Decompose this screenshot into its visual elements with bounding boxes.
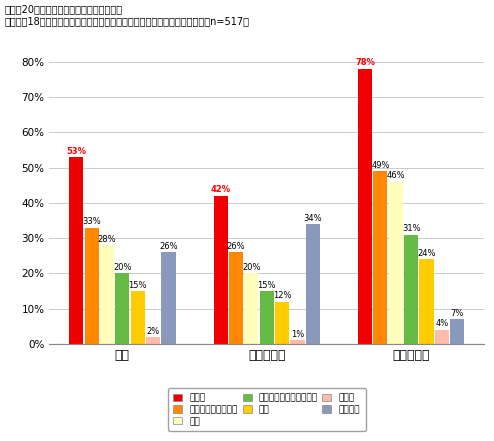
Bar xyxy=(373,171,387,344)
Bar xyxy=(69,157,83,344)
Text: 46%: 46% xyxy=(386,171,405,180)
Bar xyxy=(389,182,403,344)
Bar xyxy=(131,291,145,344)
Text: 20%: 20% xyxy=(242,263,261,272)
Bar xyxy=(450,319,464,344)
Text: 33%: 33% xyxy=(82,217,101,226)
Text: 20%: 20% xyxy=(113,263,131,272)
Bar xyxy=(115,273,129,344)
Text: 15%: 15% xyxy=(128,280,147,290)
Legend: 選挙権, 親の同意なしの結婚, 飲酒, 競馬など公営ギャンブル, 喫煙, その他, 特にない: 選挙権, 親の同意なしの結婚, 飲酒, 競馬など公営ギャンブル, 喫煙, その他… xyxy=(168,388,366,431)
Text: 2%: 2% xyxy=(147,326,160,336)
Bar xyxy=(229,252,243,344)
Text: 4%: 4% xyxy=(435,319,449,329)
Bar xyxy=(275,302,289,344)
Text: 31%: 31% xyxy=(402,224,420,233)
Text: 12%: 12% xyxy=(273,291,291,300)
Text: 26%: 26% xyxy=(227,242,246,251)
Text: 24%: 24% xyxy=(417,249,436,258)
Bar xyxy=(260,291,274,344)
Text: 7%: 7% xyxy=(451,309,464,318)
Text: 78%: 78% xyxy=(355,58,375,67)
Bar xyxy=(419,259,434,344)
Text: 26%: 26% xyxy=(159,242,178,251)
Text: 1%: 1% xyxy=(291,330,304,339)
Bar xyxy=(290,340,305,344)
Bar xyxy=(306,224,320,344)
Bar xyxy=(245,273,258,344)
Text: 42%: 42% xyxy=(210,185,231,194)
Bar xyxy=(404,235,418,344)
Bar xyxy=(100,245,114,344)
Bar xyxy=(435,330,449,344)
Bar xyxy=(162,252,175,344)
Bar xyxy=(146,337,160,344)
Text: 28%: 28% xyxy=(98,235,116,244)
Bar xyxy=(84,228,99,344)
Bar xyxy=(358,69,372,344)
Text: 49%: 49% xyxy=(371,161,390,170)
Text: 15%: 15% xyxy=(257,280,276,290)
Bar xyxy=(213,196,228,344)
Text: 現在は20歳以上に認められているもので、
あなたが18歳以上に認めてもよいと思うものはありますか。【複数回答】（n=517）: 現在は20歳以上に認められているもので、 あなたが18歳以上に認めてもよいと思う… xyxy=(5,4,250,26)
Text: 53%: 53% xyxy=(66,146,86,156)
Text: 34%: 34% xyxy=(304,213,322,223)
